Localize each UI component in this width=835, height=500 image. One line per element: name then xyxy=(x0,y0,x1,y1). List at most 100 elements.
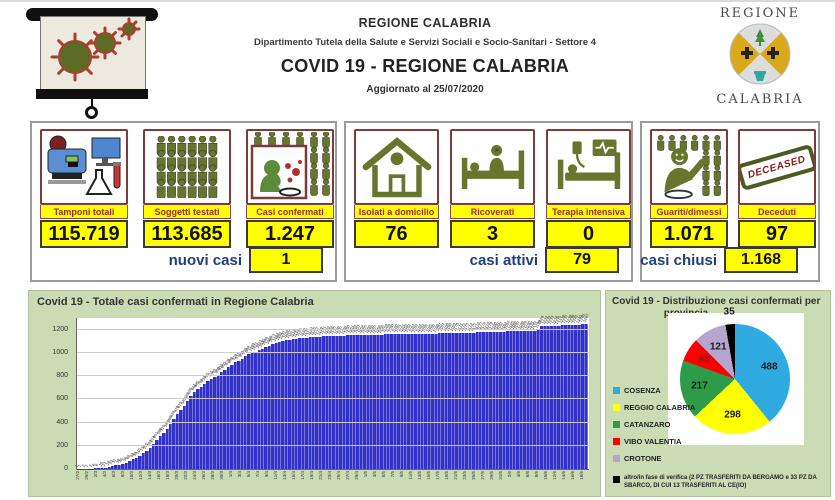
bar: 1170 xyxy=(452,318,460,469)
bar: 1150 xyxy=(343,318,351,469)
bar: 1133 xyxy=(305,318,314,469)
bar: 1060 xyxy=(264,318,273,469)
bar: 1156 xyxy=(366,318,375,469)
legend-item: REGGIO CALABRIA xyxy=(613,403,695,412)
regione-calabria-logo: REGIONE CALABRIA xyxy=(696,6,824,114)
legend-label: VIBO VALENTIA xyxy=(624,437,682,446)
stat-label: Casi confermati xyxy=(246,205,334,219)
bar: 1137 xyxy=(312,318,320,469)
bar: 1135 xyxy=(309,318,317,469)
bar: 932 xyxy=(234,318,241,469)
closed-cases-summary: casi chiusi 1.168 xyxy=(640,247,798,273)
bar: 1146 xyxy=(332,318,341,469)
bar: 1175 xyxy=(469,318,477,469)
bar: 1131 xyxy=(302,318,310,469)
legend-label: CROTONE xyxy=(624,454,662,463)
bar: 1236 xyxy=(557,314,566,469)
icu-bed-icon xyxy=(546,129,631,205)
bar-plot: 1 1 2 2 3 6 8 10 13 18 23 31 38 45 56 68 84 98 115 134 155 18… xyxy=(74,313,590,470)
new-cases-summary: nuovi casi 1 xyxy=(169,247,323,273)
legend-item-other: altro/in fase di verifica (2 PZ TRASFERI… xyxy=(613,475,826,491)
legend-label: CATANZARO xyxy=(624,420,671,429)
bar: 1164 xyxy=(418,318,426,469)
bar: 1245 xyxy=(578,313,586,469)
bar: 1183 xyxy=(499,318,508,469)
stat-label: Tamponi totali xyxy=(40,205,128,219)
bar: 1184 xyxy=(503,318,511,469)
bar: 1141 xyxy=(319,318,327,469)
bar: 1190 xyxy=(523,318,532,469)
bar: 38 xyxy=(114,318,122,469)
stat-label: Isolati a domicilio xyxy=(354,205,439,219)
org-name: REGIONE CALABRIA xyxy=(358,16,492,30)
bar: 1157 xyxy=(370,318,378,469)
stat-label: Deceduti xyxy=(738,205,816,219)
projector-cord xyxy=(91,99,93,108)
legend-item: CROTONE xyxy=(613,454,695,463)
bar-plot-bars: 1 1 2 2 3 6 8 10 13 18 23 31 38 45 56 68 84 98 115 134 155 18… xyxy=(74,313,590,469)
bar-ylabels: 0 200 400 600 800 1000 1200 xyxy=(52,325,68,472)
bar: 3 xyxy=(87,463,95,469)
stat-value: 97 xyxy=(738,220,816,248)
bar: 1073 xyxy=(268,318,276,469)
bar: 280 xyxy=(155,318,163,469)
logo-text-top: REGIONE xyxy=(719,6,801,21)
bar: 1168 xyxy=(441,318,450,469)
bar: 1144 xyxy=(326,318,334,469)
bar: 1139 xyxy=(315,318,324,469)
stat-label: Terapia intensiva xyxy=(546,205,631,219)
stat-label: Soggetti testati xyxy=(143,205,231,219)
legend-item: CATANZARO xyxy=(613,420,695,429)
bar: 1155 xyxy=(360,318,368,469)
bar: 755 xyxy=(203,318,210,469)
bar: 1159 xyxy=(380,318,388,469)
stat-card-confermati: Casi confermati 1.247 xyxy=(246,129,334,248)
bar: 1092 xyxy=(275,318,283,469)
page-title: COVID 19 - REGIONE CALABRIA xyxy=(280,56,570,76)
bar: 545 xyxy=(179,318,187,469)
bar: 10 xyxy=(97,318,105,469)
bar: 1169 xyxy=(448,318,457,469)
bar: 1147 xyxy=(336,318,344,469)
bar: 1247 xyxy=(581,313,590,469)
stat-card-soggetti: Soggetti testati 113.685 xyxy=(143,129,231,248)
bar: 1160 xyxy=(390,318,399,469)
bar: 1229 xyxy=(537,315,545,469)
stat-label: Ricoverati xyxy=(450,205,535,219)
legend-swatch xyxy=(613,404,620,411)
bar: 56 xyxy=(121,318,129,469)
bar: 1231 xyxy=(540,315,549,469)
bar: 950 xyxy=(237,318,245,469)
bar: 1163 xyxy=(407,318,416,469)
bar: 1239 xyxy=(567,314,576,469)
bar: 1159 xyxy=(384,318,392,469)
projector-screen-graphic xyxy=(26,6,158,119)
bar: 1158 xyxy=(373,318,382,469)
bar: 1152 xyxy=(349,318,358,469)
bar: 1241 xyxy=(571,314,579,469)
summary-value: 79 xyxy=(545,247,619,273)
bar: 1165 xyxy=(421,318,429,469)
bar: 8 xyxy=(93,462,101,469)
bar: 708 xyxy=(196,318,204,469)
logo-text-bottom: CALABRIA xyxy=(716,92,804,107)
stat-value: 76 xyxy=(354,220,439,248)
bar: 1125 xyxy=(295,318,303,469)
deceased-stamp-icon: DECEASED xyxy=(738,129,816,205)
bar: 733 xyxy=(200,318,207,469)
bar: 1172 xyxy=(458,318,467,469)
bar: 115 xyxy=(135,318,142,469)
bar: 1158 xyxy=(377,318,385,469)
bar-chart-title: Covid 19 - Totale casi confermati in Reg… xyxy=(37,296,314,308)
bar: 1233 xyxy=(547,315,556,469)
bar: 2 xyxy=(83,463,91,469)
bar: 1142 xyxy=(322,318,331,469)
legend-note-text: altro/in fase di verifica (2 PZ TRASFERI… xyxy=(624,475,817,489)
stat-value: 1.071 xyxy=(650,220,728,248)
bar: 1023 xyxy=(254,318,263,469)
bar: 661 xyxy=(189,318,197,469)
bar: 1156 xyxy=(363,318,371,469)
stat-card-guariti: Guariti/dimessi 1.071 xyxy=(650,129,728,248)
updated-date: Aggiornato al 25/07/2020 xyxy=(366,84,484,95)
